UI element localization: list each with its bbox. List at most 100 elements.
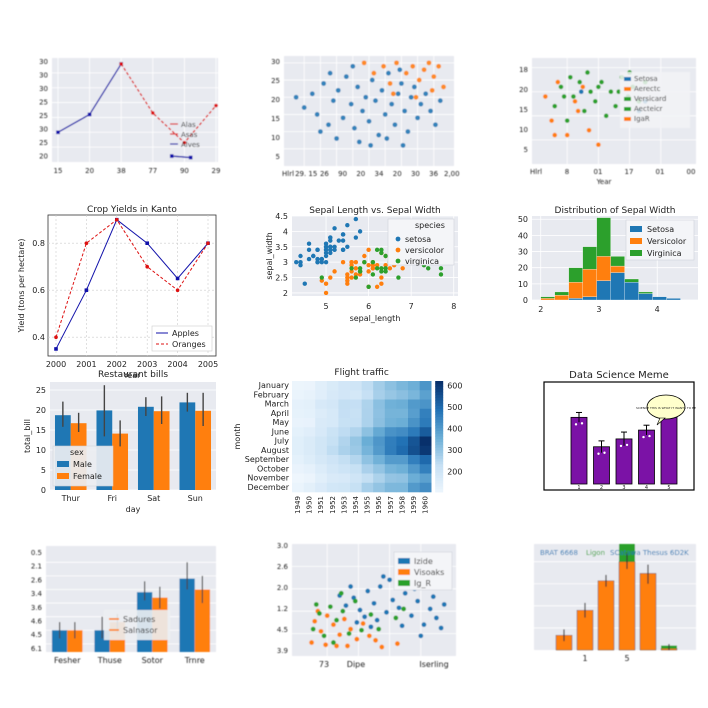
data-point xyxy=(314,112,320,117)
colorbar-step xyxy=(435,433,444,437)
data-point xyxy=(552,103,558,109)
row-label: May xyxy=(272,418,289,427)
col-label: 1951 xyxy=(317,496,325,514)
x-tick-label: 29. 15 xyxy=(295,170,317,178)
heatmap-cell xyxy=(419,455,432,465)
heatmap-cell xyxy=(326,473,339,484)
data-point xyxy=(340,259,346,265)
data-point xyxy=(366,247,371,253)
heatmap-cell xyxy=(361,455,374,465)
chart-sepal-scatter: 5 6 7 8 2 2.5 3 3.5 4 4.5 Sepal Length vs. Sepal W… xyxy=(265,206,458,323)
y-tick-label: 20 xyxy=(519,86,528,94)
bar xyxy=(137,406,154,490)
heatmap-cell xyxy=(419,464,432,474)
data-point xyxy=(368,142,374,148)
colorbar-step xyxy=(435,403,444,407)
data-point xyxy=(331,640,336,645)
data-point xyxy=(346,631,352,636)
data-point xyxy=(368,612,374,617)
data-point xyxy=(374,266,380,271)
heatmap-cell xyxy=(373,399,386,410)
data-point xyxy=(377,584,383,589)
heatmap-cell xyxy=(292,390,304,400)
bar xyxy=(638,429,655,485)
x-tick-label: 3 xyxy=(622,485,625,491)
data-point xyxy=(568,74,573,80)
colorbar-step xyxy=(435,458,444,462)
histogram-bar xyxy=(582,296,597,301)
data-point xyxy=(357,266,363,271)
data-point xyxy=(323,241,329,246)
data-point xyxy=(353,266,359,271)
chart-blur-scatter-legend: Setosa Aerectc Versicard Aecteicr IgaR Hlrl 8 0… xyxy=(519,58,696,186)
data-point xyxy=(418,101,424,107)
y-tick-label: 5 xyxy=(276,153,280,161)
data-point xyxy=(360,108,365,114)
data-point xyxy=(323,281,329,286)
heatmap-cell xyxy=(373,408,386,419)
heatmap-cell xyxy=(384,482,397,493)
legend-swatch xyxy=(57,461,69,467)
heatmap-cell xyxy=(419,473,432,484)
x-tick-label: 5 xyxy=(624,654,629,663)
colorbar-tick: 400 xyxy=(447,425,462,434)
legend-label: Salnasor xyxy=(123,626,158,635)
legend-label: Ig_R xyxy=(414,579,431,588)
data-point xyxy=(555,79,561,85)
data-point xyxy=(389,101,395,107)
data-point xyxy=(352,598,358,604)
data-point xyxy=(596,84,601,90)
heatmap-cell xyxy=(350,418,362,428)
histogram-bar xyxy=(596,280,611,301)
x-tick-label: 01 xyxy=(656,168,665,176)
colorbar-step xyxy=(435,480,444,485)
bar xyxy=(153,411,170,490)
heatmap-cell xyxy=(326,445,339,456)
heatmap-cell xyxy=(326,408,339,419)
face-eye xyxy=(580,422,584,425)
data-point xyxy=(293,94,299,100)
data-point xyxy=(84,288,89,292)
legend-label: virginica xyxy=(405,257,439,266)
x-tick-label: 5 xyxy=(324,302,329,311)
bar xyxy=(67,630,83,652)
heatmap-cell xyxy=(361,445,374,456)
data-point xyxy=(596,142,601,148)
heatmap-cell xyxy=(326,418,339,428)
data-point xyxy=(381,63,386,69)
heatmap-cell xyxy=(303,445,316,456)
data-point xyxy=(326,122,331,128)
data-point xyxy=(84,241,89,245)
y-tick-label: 0.5 xyxy=(31,549,42,557)
data-point xyxy=(353,216,359,222)
data-point xyxy=(410,63,416,69)
data-point xyxy=(175,276,180,281)
heatmap-cell xyxy=(350,427,362,437)
histogram-bar xyxy=(596,217,611,257)
data-point xyxy=(332,226,337,231)
heatmap-cell xyxy=(303,418,316,428)
data-point xyxy=(416,77,422,83)
heatmap-cell xyxy=(326,436,339,447)
data-point xyxy=(613,103,618,109)
x-tick-label: 1 xyxy=(577,485,580,491)
chart-title: Sepal Length vs. Sepal Width xyxy=(309,206,440,216)
data-point xyxy=(348,626,353,632)
data-point xyxy=(366,269,371,274)
legend-swatch xyxy=(630,226,642,232)
row-label: December xyxy=(248,483,290,492)
y-tick-label: 20 xyxy=(271,96,280,104)
y-tick-label: 20 xyxy=(39,153,48,161)
colorbar-step xyxy=(435,467,444,471)
row-label: June xyxy=(271,427,290,436)
heatmap-cell xyxy=(408,464,420,474)
data-point xyxy=(366,284,371,289)
legend-label: Apples xyxy=(172,329,199,338)
heatmap-cell xyxy=(303,408,316,419)
data-point xyxy=(188,155,193,160)
data-point xyxy=(373,98,378,104)
y-tick-label: 20 xyxy=(518,264,528,273)
data-point xyxy=(349,266,354,271)
heatmap-cell xyxy=(315,390,328,400)
data-point xyxy=(379,250,384,256)
